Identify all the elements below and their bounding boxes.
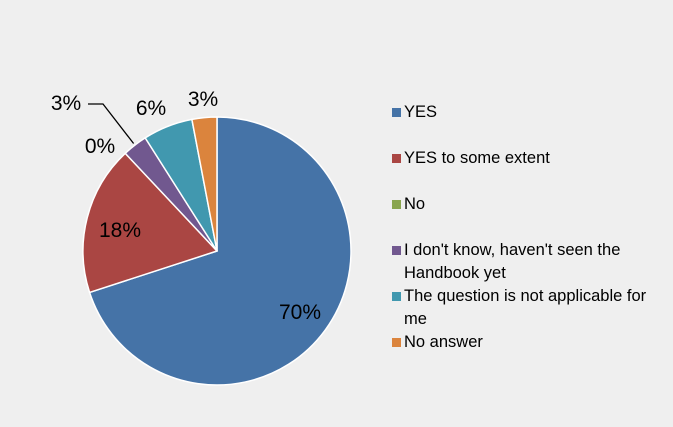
legend-item-i-don-t-know-haven-t-seen-the-handbook-yet: I don't know, haven't seen the Handbook … (392, 239, 662, 285)
leader-lines (88, 103, 135, 144)
legend-label: YES (404, 103, 438, 121)
data-label-yes: 70% (279, 301, 321, 324)
legend-item-the-question-is-not-applicable-for-me: The question is not applicable for me (392, 285, 662, 331)
legend-item-yes: YES (392, 101, 662, 124)
legend-label: No (404, 195, 426, 213)
legend-swatch (392, 200, 401, 209)
pie-chart: 70%18%0%3% 6% 3% (51, 88, 352, 386)
legend-swatch (392, 292, 401, 301)
legend-label: YES to some extent (404, 149, 550, 167)
slice-yes-to-some-extent (82, 152, 218, 294)
slice-yes (88, 116, 352, 386)
data-label-no: 0% (85, 135, 115, 158)
legend-item-yes-to-some-extent: YES to some extent (392, 147, 662, 170)
slice-no-answer (191, 116, 218, 252)
legend-swatch (392, 108, 401, 117)
data-labels: 70%18%0%3% 6% 3% (51, 88, 321, 324)
legend-label: No answer (404, 333, 483, 351)
data-label-no-answer: 3% (188, 88, 218, 111)
data-label-i-don-t-know-haven-t-seen-the-handbook-yet: 3% (51, 92, 81, 115)
data-label-the-question-is-not-applicable-for-me: 6% (136, 97, 166, 120)
legend-item-no-answer: No answer (392, 331, 662, 354)
legend-label: I don't know, haven't seen the Handbook … (404, 241, 621, 282)
legend-swatch (392, 154, 401, 163)
data-label-yes-to-some-extent: 18% (99, 219, 141, 242)
legend-item-no: No (392, 193, 662, 216)
pie-slices (82, 116, 352, 386)
chart-area: 70% 18% 0% 3% 6% 3% YES YES to some extent No I … (8, 8, 665, 419)
legend-label: The question is not applicable for me (404, 287, 647, 328)
leader-line-i-don-t-know-haven-t-seen-the-handbook-yet (88, 103, 135, 144)
legend-swatch (392, 338, 401, 347)
legend-swatch (392, 246, 401, 255)
